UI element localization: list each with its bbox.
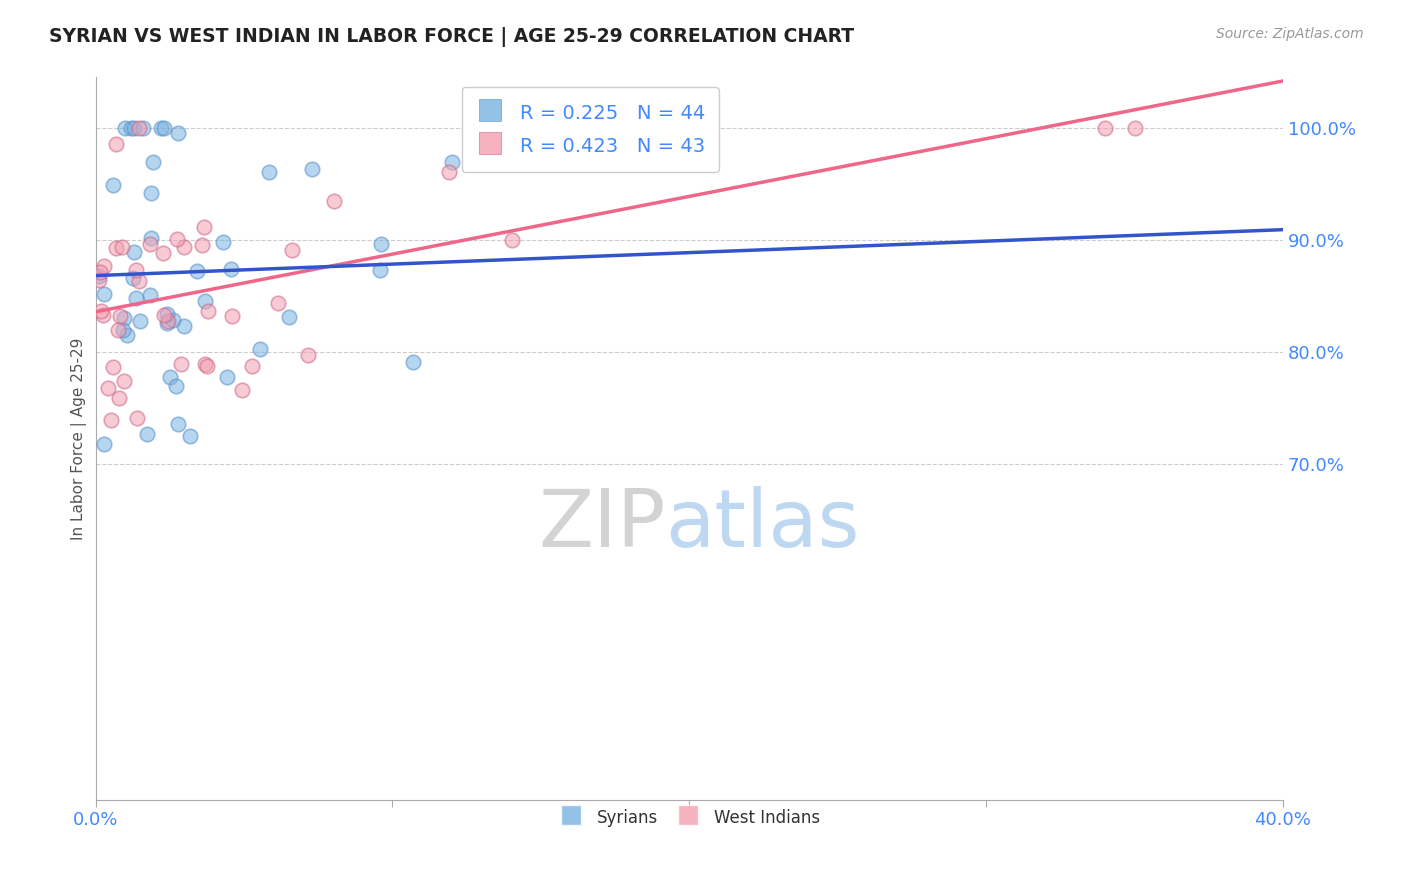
Point (440, 155, 463, 169)
Point (165, 378, 187, 392)
Point (215, 370, 238, 384)
Point (93, 437, 115, 451)
Point (108, 392, 131, 406)
Point (191, 237, 214, 252)
Text: Source: ZipAtlas.com: Source: ZipAtlas.com (1216, 27, 1364, 41)
Point (112, 310, 135, 325)
Point (259, 164, 281, 178)
Point (120, 120, 142, 135)
Point (1094, 120, 1116, 135)
Point (277, 310, 299, 325)
Point (153, 120, 176, 135)
Point (194, 357, 217, 371)
Point (249, 342, 271, 356)
Point (149, 120, 172, 135)
Point (89, 265, 111, 279)
Point (97, 381, 120, 395)
Point (111, 323, 134, 337)
Point (166, 126, 188, 140)
Point (186, 263, 208, 277)
Point (141, 155, 163, 169)
Point (104, 241, 127, 255)
Point (115, 327, 138, 342)
Point (485, 120, 508, 135)
Text: SYRIAN VS WEST INDIAN IN LABOR FORCE | AGE 25-29 CORRELATION CHART: SYRIAN VS WEST INDIAN IN LABOR FORCE | A… (49, 27, 855, 46)
Point (240, 359, 263, 374)
Point (211, 235, 233, 250)
Point (501, 233, 523, 247)
Point (156, 316, 179, 330)
Point (156, 314, 179, 328)
Point (173, 318, 195, 333)
Point (195, 359, 218, 373)
Point (402, 355, 425, 369)
Point (170, 357, 193, 371)
Point (193, 293, 215, 308)
Point (108, 309, 131, 323)
Point (221, 309, 243, 323)
Point (112, 374, 135, 388)
Point (167, 417, 190, 431)
Point (267, 295, 290, 310)
Point (323, 194, 346, 209)
Point (121, 271, 143, 285)
Point (173, 240, 195, 254)
Text: atlas: atlas (665, 486, 860, 564)
Point (128, 274, 150, 288)
Point (87, 273, 110, 287)
Point (153, 308, 176, 322)
Text: ZIP: ZIP (538, 486, 665, 564)
Point (101, 178, 124, 193)
Point (93, 287, 115, 301)
Point (156, 308, 179, 322)
Point (162, 313, 184, 327)
Point (138, 288, 160, 302)
Point (103, 359, 125, 374)
Point (87, 268, 110, 283)
Point (125, 410, 148, 425)
Point (370, 262, 392, 277)
Point (179, 429, 201, 443)
Point (100, 412, 122, 426)
Point (93, 259, 115, 273)
Point (219, 262, 242, 277)
Point (125, 263, 148, 277)
Point (231, 384, 253, 398)
Point (111, 240, 134, 254)
Point (90, 303, 112, 318)
Point (437, 165, 460, 179)
Point (91, 309, 114, 323)
Point (166, 232, 188, 246)
Point (114, 120, 136, 135)
Point (122, 245, 145, 260)
Point (297, 348, 319, 362)
Point (152, 246, 174, 260)
Point (370, 236, 392, 251)
Point (1123, 120, 1146, 135)
Point (136, 427, 159, 442)
Point (107, 323, 129, 337)
Point (128, 120, 150, 135)
Point (193, 220, 215, 235)
Point (104, 137, 127, 152)
Point (125, 292, 148, 306)
Point (129, 314, 152, 328)
Point (159, 370, 181, 384)
Point (139, 230, 162, 244)
Point (122, 120, 145, 135)
Y-axis label: In Labor Force | Age 25-29: In Labor Force | Age 25-29 (72, 337, 87, 540)
Point (132, 120, 155, 135)
Legend: Syrians, West Indians: Syrians, West Indians (553, 801, 827, 835)
Point (281, 243, 304, 257)
Point (139, 186, 162, 201)
Point (301, 161, 323, 176)
Point (139, 236, 162, 251)
Point (197, 304, 219, 318)
